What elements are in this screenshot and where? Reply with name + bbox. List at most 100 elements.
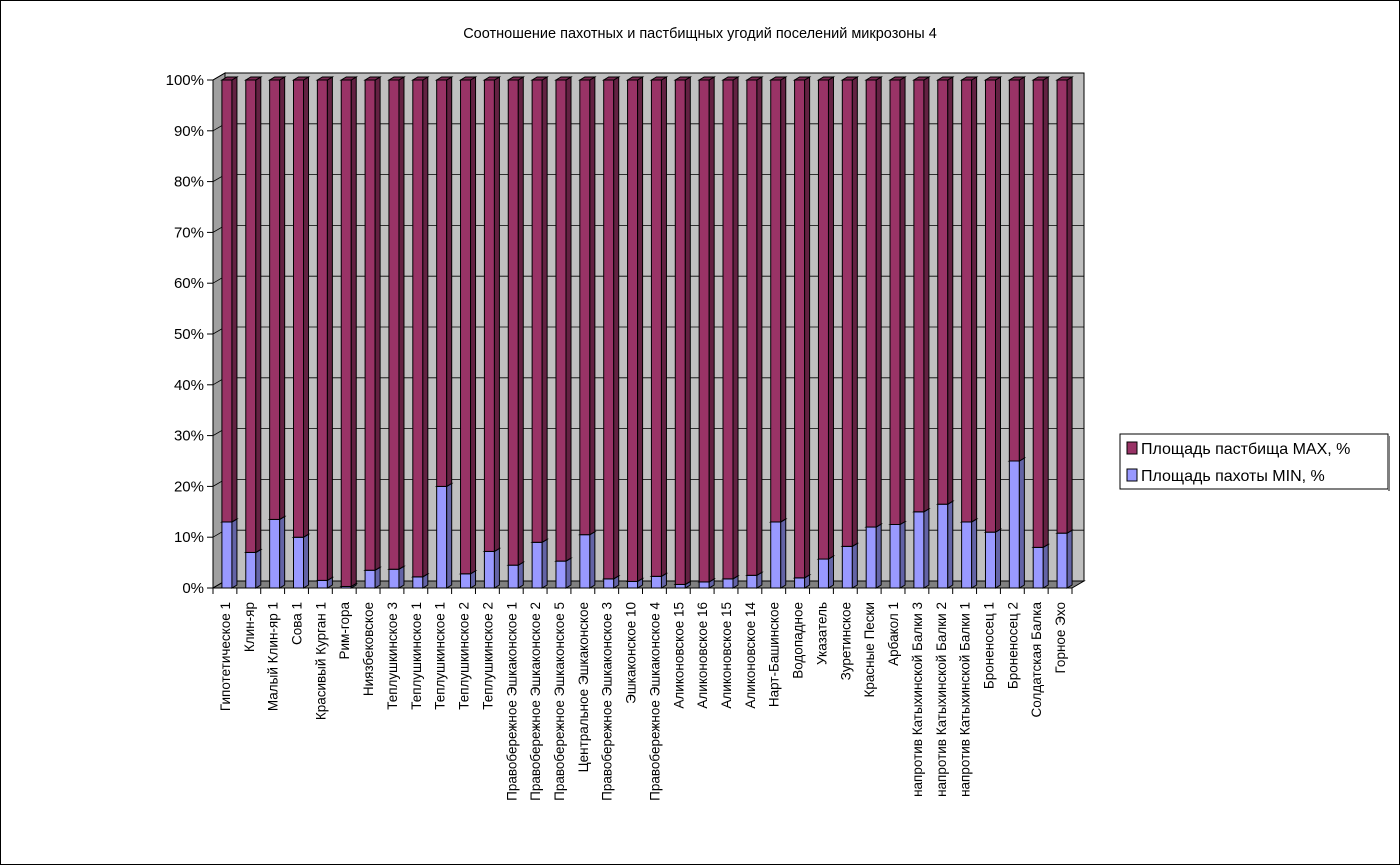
bar-top [625, 76, 645, 81]
bar-top [649, 76, 669, 81]
bar-segment-arable [1031, 543, 1051, 589]
x-category-label: Броненосец 2 [1005, 602, 1020, 689]
bar-segment-pasture [506, 76, 526, 567]
bar-front [746, 574, 758, 589]
bar-segment-pasture [482, 76, 502, 553]
bar-side [971, 518, 978, 589]
x-category-label: Малый Клин-яр 1 [266, 602, 281, 711]
bar-front [483, 79, 495, 552]
bar-side [255, 76, 262, 554]
x-category-label: Ниязбековское [361, 602, 376, 696]
bar-side [947, 500, 954, 589]
bar-top [339, 76, 359, 81]
bar-front [436, 485, 448, 589]
bar-front [865, 526, 877, 589]
bar-front [817, 79, 829, 560]
bar-side [422, 76, 429, 578]
bar-front [555, 79, 567, 562]
bar-front [889, 79, 901, 525]
bar-front [221, 79, 233, 523]
bar-segment-pasture [935, 76, 955, 506]
bar-front [722, 79, 734, 580]
bar-front [794, 577, 806, 589]
bar-side [565, 76, 572, 562]
bar-front [650, 575, 662, 589]
bar-front [460, 79, 472, 575]
x-category-label: Рим-гора [337, 602, 352, 660]
bar-side [947, 76, 954, 506]
bar-front [865, 79, 877, 528]
bar-side [1042, 76, 1049, 549]
bar-top [888, 76, 907, 81]
bar-front [245, 551, 257, 589]
bar-top [768, 76, 788, 81]
bar-side [470, 76, 477, 575]
bar-segment-pasture [649, 76, 669, 578]
bar-side [613, 76, 620, 580]
bar-front [507, 79, 519, 566]
bar-segment-pasture [315, 76, 335, 582]
bar-side [1066, 529, 1073, 589]
x-category-label: Солдатская Балка [1029, 602, 1044, 718]
bar-side [923, 76, 930, 513]
bar-side [279, 515, 286, 589]
x-category-label: напротив Катыхинской Балки 1 [958, 602, 973, 797]
x-category-label: Аликоновское 14 [743, 602, 758, 709]
bar-segment-pasture [673, 76, 693, 586]
bar-segment-pasture [959, 76, 979, 523]
bar-front [221, 521, 233, 589]
bar-front [841, 79, 853, 547]
bar-top [1007, 76, 1027, 81]
y-tick-label: 50% [174, 326, 204, 343]
gridline [212, 72, 1084, 81]
x-category-label: Водопадное [791, 602, 806, 679]
y-tick-label: 80% [174, 174, 204, 191]
bar-segment-arable [554, 557, 573, 589]
bar-segment-pasture [578, 76, 597, 536]
x-category-label: Сова 1 [290, 602, 305, 645]
bar-segment-pasture [840, 76, 860, 548]
bar-front [579, 534, 591, 589]
bar-side [875, 76, 882, 528]
bar-side [1042, 543, 1049, 589]
bar-segment-pasture [554, 76, 573, 562]
bar-side [899, 520, 906, 589]
bar-segment-pasture [243, 76, 263, 554]
bar-front [722, 578, 734, 589]
bar-front [1008, 460, 1020, 589]
bar-front [841, 545, 853, 589]
bar-segment-pasture [1007, 76, 1027, 462]
bar-top [554, 76, 573, 81]
bar-segment-arable [840, 542, 860, 589]
x-category-label: Правобережное Эшкаконское 2 [528, 602, 543, 801]
bar-front [388, 79, 400, 570]
bar-side [446, 76, 453, 488]
bar-top [291, 76, 311, 81]
bar-top [983, 76, 1003, 81]
bar-side [994, 528, 1001, 589]
bar-side [994, 76, 1001, 534]
x-category-label: Правобережное Эшкаконское 5 [552, 602, 567, 801]
bar-side [851, 542, 858, 589]
bar-side [398, 565, 405, 589]
x-category-label: Правобережное Эшкаконское 4 [647, 602, 662, 801]
legend-label: Площадь пастбища MAX, % [1141, 441, 1350, 458]
bar-segment-pasture [792, 76, 812, 579]
bar-side [326, 76, 333, 582]
bar-front [1008, 79, 1020, 462]
bar-segment-arable [220, 518, 239, 589]
bar-top [1055, 76, 1074, 81]
bar-side [398, 76, 405, 571]
bar-segment-pasture [363, 76, 382, 572]
bar-front [269, 518, 281, 589]
bar-front [913, 79, 925, 513]
bar-segment-pasture [721, 76, 740, 580]
legend-swatch [1126, 468, 1138, 482]
bar-segment-pasture [697, 76, 716, 583]
bar-front [340, 79, 352, 587]
bar-top [697, 76, 716, 81]
bar-front [316, 79, 328, 581]
bar-top [1031, 76, 1051, 81]
bar-side [827, 555, 834, 589]
bar-side [923, 507, 930, 589]
